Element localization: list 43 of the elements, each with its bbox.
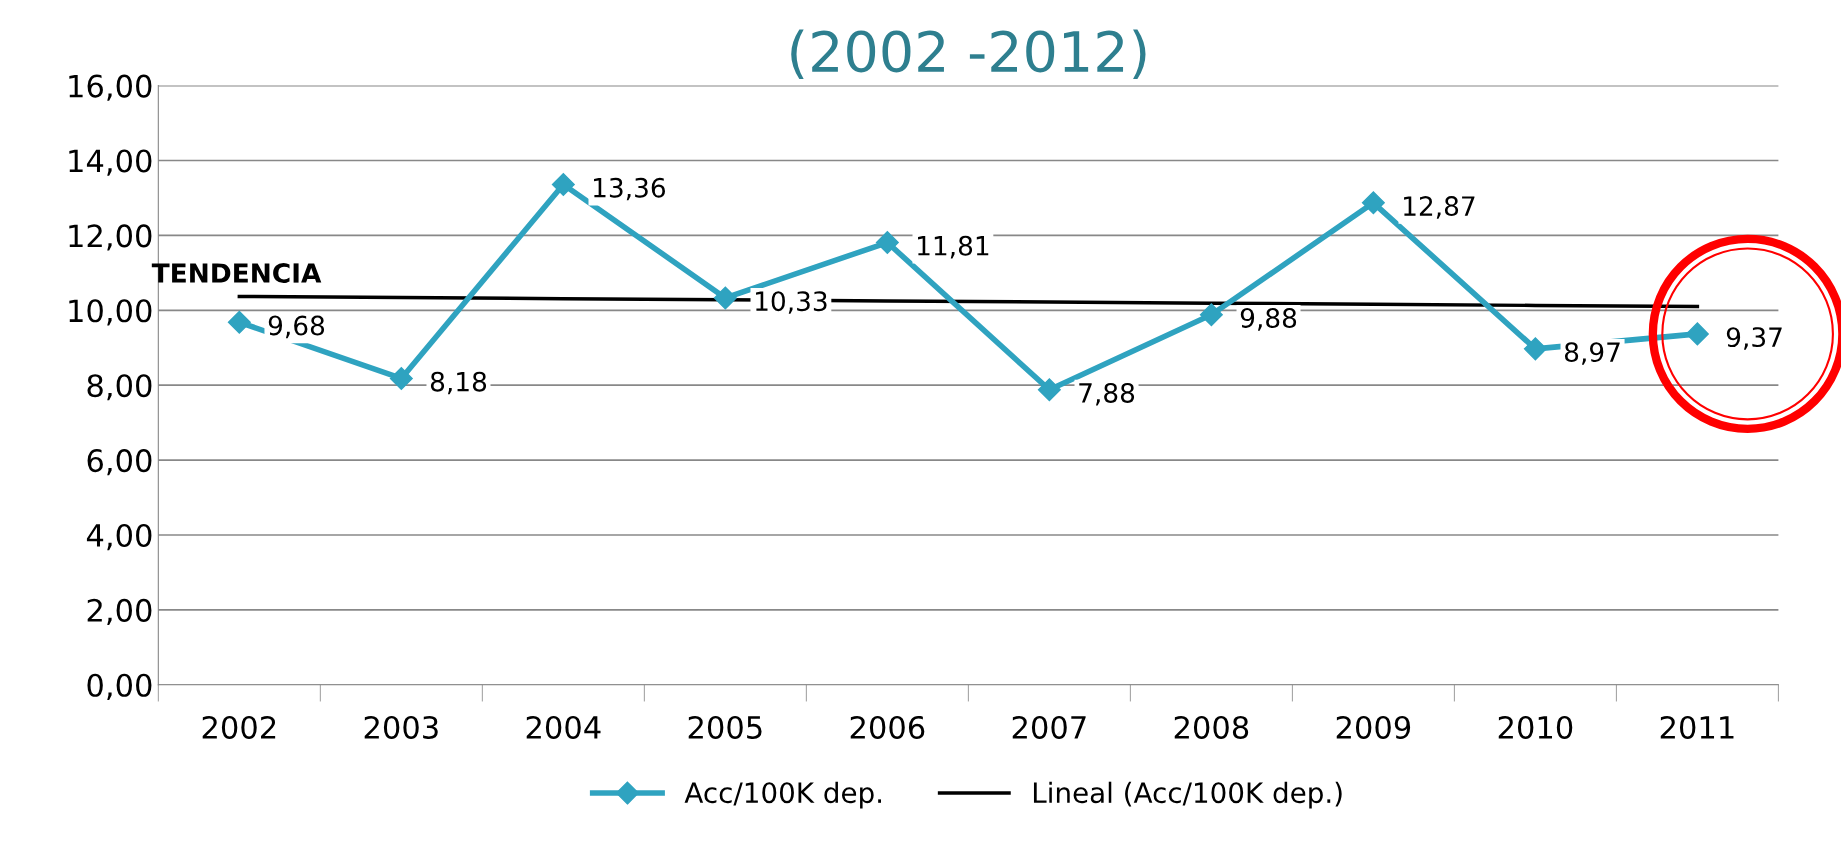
data-label: 8,97 [1564, 342, 1620, 365]
x-tick-label: 2008 [1174, 715, 1249, 740]
point [389, 366, 413, 390]
x-tick-label: 2007 [1012, 715, 1086, 740]
data-label: 11,81 [918, 235, 989, 259]
y-tick-label: 10,00 [69, 299, 152, 326]
x-tick-label: 2009 [1336, 715, 1411, 740]
y-tick-label: 6,00 [87, 449, 152, 476]
x-tick-label: 2010 [1498, 715, 1573, 740]
y-tick-label: 2,00 [87, 598, 152, 626]
y-tick-label: 4,00 [86, 523, 152, 551]
data-label: 12,87 [1404, 196, 1475, 219]
y-tick-label: 8,00 [87, 374, 152, 401]
data-label: 8,18 [430, 371, 487, 395]
data-label: 7,88 [1079, 382, 1135, 406]
data-label: 9,37 [1726, 327, 1782, 350]
x-tick-label: 2004 [526, 715, 601, 740]
y-tick-label: 12,00 [69, 224, 152, 251]
x-tick-label: 2003 [364, 715, 438, 740]
point [1523, 337, 1547, 361]
y-tick-label: 14,00 [69, 149, 152, 176]
point [1685, 322, 1709, 346]
x-tick-label: 2006 [850, 715, 925, 740]
point [227, 310, 251, 334]
point [1037, 378, 1061, 402]
data-label: 9,68 [268, 315, 325, 339]
legend-label: Acc/100K dep. [684, 781, 882, 809]
point [875, 231, 899, 255]
point [1361, 191, 1385, 215]
data-label: 9,88 [1240, 308, 1297, 331]
legend-label: Lineal (Acc/100K dep.) [1033, 781, 1342, 809]
x-tick-label: 2011 [1660, 715, 1734, 740]
chart-title: (2002 -2012) [791, 29, 1146, 80]
point [713, 286, 737, 310]
data-label: 13,36 [594, 177, 666, 201]
y-tick-label: 16,00 [69, 74, 152, 101]
y-tick-label: 0,00 [87, 673, 152, 700]
data-label: 10,33 [756, 291, 827, 314]
point [551, 172, 575, 196]
x-tick-label: 2002 [202, 715, 276, 740]
annotation: TENDENCIA [151, 263, 322, 283]
point [1199, 303, 1223, 327]
x-tick-label: 2005 [688, 715, 762, 740]
